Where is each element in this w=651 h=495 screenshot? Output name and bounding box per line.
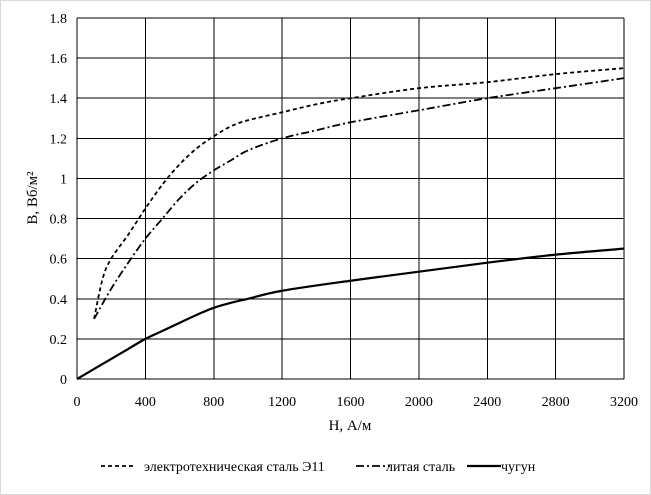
y-tick-label: 0.6 xyxy=(50,253,68,268)
x-tick-label: 2800 xyxy=(542,395,570,410)
x-axis-title: H, А/м xyxy=(329,418,372,434)
y-tick-label: 1.6 xyxy=(50,52,68,67)
x-tick-label: 0 xyxy=(74,395,81,410)
y-tick-label: 0.8 xyxy=(50,213,68,228)
series-line-1 xyxy=(93,67,625,320)
y-tick-label: 0.2 xyxy=(50,333,68,348)
y-tick-label: 1 xyxy=(60,172,67,187)
legend: электротехническая сталь Э11 литая сталь ч… xyxy=(101,460,536,475)
y-tick-label: 1.4 xyxy=(50,92,68,107)
series-layer xyxy=(76,67,625,380)
x-tick-label: 2400 xyxy=(473,395,501,410)
y-tick-label: 1.2 xyxy=(50,132,68,147)
legend-label-1: электротехническая сталь Э11 xyxy=(144,460,325,475)
x-tick-label: 3200 xyxy=(610,395,638,410)
legend-label-3: чугун xyxy=(501,460,536,475)
series-line-2 xyxy=(93,77,625,320)
y-axis-title: B, Вб/м² xyxy=(25,171,41,225)
y-tick-label: 1.8 xyxy=(50,12,68,27)
x-tick-label: 800 xyxy=(203,395,224,410)
grid-lines xyxy=(76,17,625,380)
y-tick-labels: 0 0.2 0.4 0.6 0.8 1 1.2 1.4 1.6 1.8 xyxy=(50,12,68,388)
series-line-3 xyxy=(76,247,625,380)
x-tick-label: 1200 xyxy=(268,395,296,410)
legend-label-2: литая сталь xyxy=(386,460,455,475)
y-tick-label: 0 xyxy=(60,373,67,388)
x-tick-labels: 0 400 800 1200 1600 2000 2400 2800 3200 xyxy=(74,395,639,410)
y-tick-label: 0.4 xyxy=(50,293,68,308)
x-tick-label: 2000 xyxy=(405,395,433,410)
x-tick-label: 1600 xyxy=(337,395,365,410)
x-tick-label: 400 xyxy=(135,395,156,410)
